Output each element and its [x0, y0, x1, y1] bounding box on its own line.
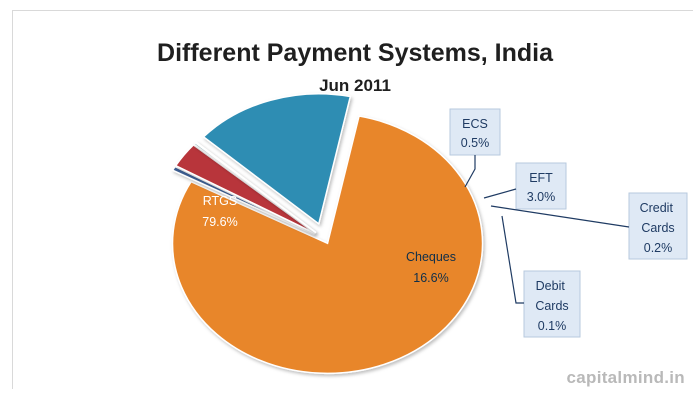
- chart-frame: Different Payment Systems, India Jun 201…: [12, 10, 693, 389]
- label-box-ecs: [449, 108, 501, 156]
- pie-chart: Different Payment Systems, India Jun 201…: [157, 39, 688, 387]
- label-credit-cards-word1: Credit: [640, 201, 674, 215]
- leader-credit-cards: [490, 205, 630, 228]
- chart-title: Different Payment Systems, India: [157, 39, 554, 67]
- label-debit-cards-word1: Debit: [536, 279, 566, 293]
- slice-rtgs: [171, 115, 484, 375]
- label-cheques-name: Cheques: [406, 250, 456, 264]
- label-debit-cards-value: 0.1%: [538, 319, 567, 333]
- label-debit-cards-word2: Cards: [535, 299, 568, 313]
- label-box-eft: [515, 162, 567, 210]
- label-box-credit-cards: [628, 192, 688, 260]
- watermark: capitalmind.in: [567, 368, 686, 387]
- label-box-debit-cards: [523, 270, 581, 338]
- slice-debit-cards: [194, 141, 317, 234]
- label-rtgs-value: 79.6%: [202, 215, 237, 229]
- label-rtgs-name: RTGS: [203, 194, 238, 208]
- leader-ecs: [464, 155, 476, 188]
- chart-subtitle: Jun 2011: [319, 76, 391, 95]
- leader-eft: [483, 188, 517, 199]
- slice-cheques: [202, 93, 352, 226]
- label-debit-cards-name: Debit Cards: [535, 279, 568, 313]
- slice-eft: [174, 143, 316, 235]
- label-credit-cards-value: 0.2%: [644, 241, 673, 255]
- label-ecs-value: 0.5%: [461, 136, 490, 150]
- pie-slices: [171, 93, 484, 375]
- label-ecs-name: ECS: [462, 117, 488, 131]
- label-eft-name: EFT: [529, 171, 553, 185]
- label-cheques-value: 16.6%: [413, 271, 448, 285]
- leader-debit-cards: [501, 215, 524, 304]
- label-eft-value: 3.0%: [527, 190, 556, 204]
- slice-ecs: [171, 165, 315, 236]
- label-credit-cards-word2: Cards: [641, 221, 674, 235]
- label-credit-cards-name: Credit Cards: [640, 201, 677, 235]
